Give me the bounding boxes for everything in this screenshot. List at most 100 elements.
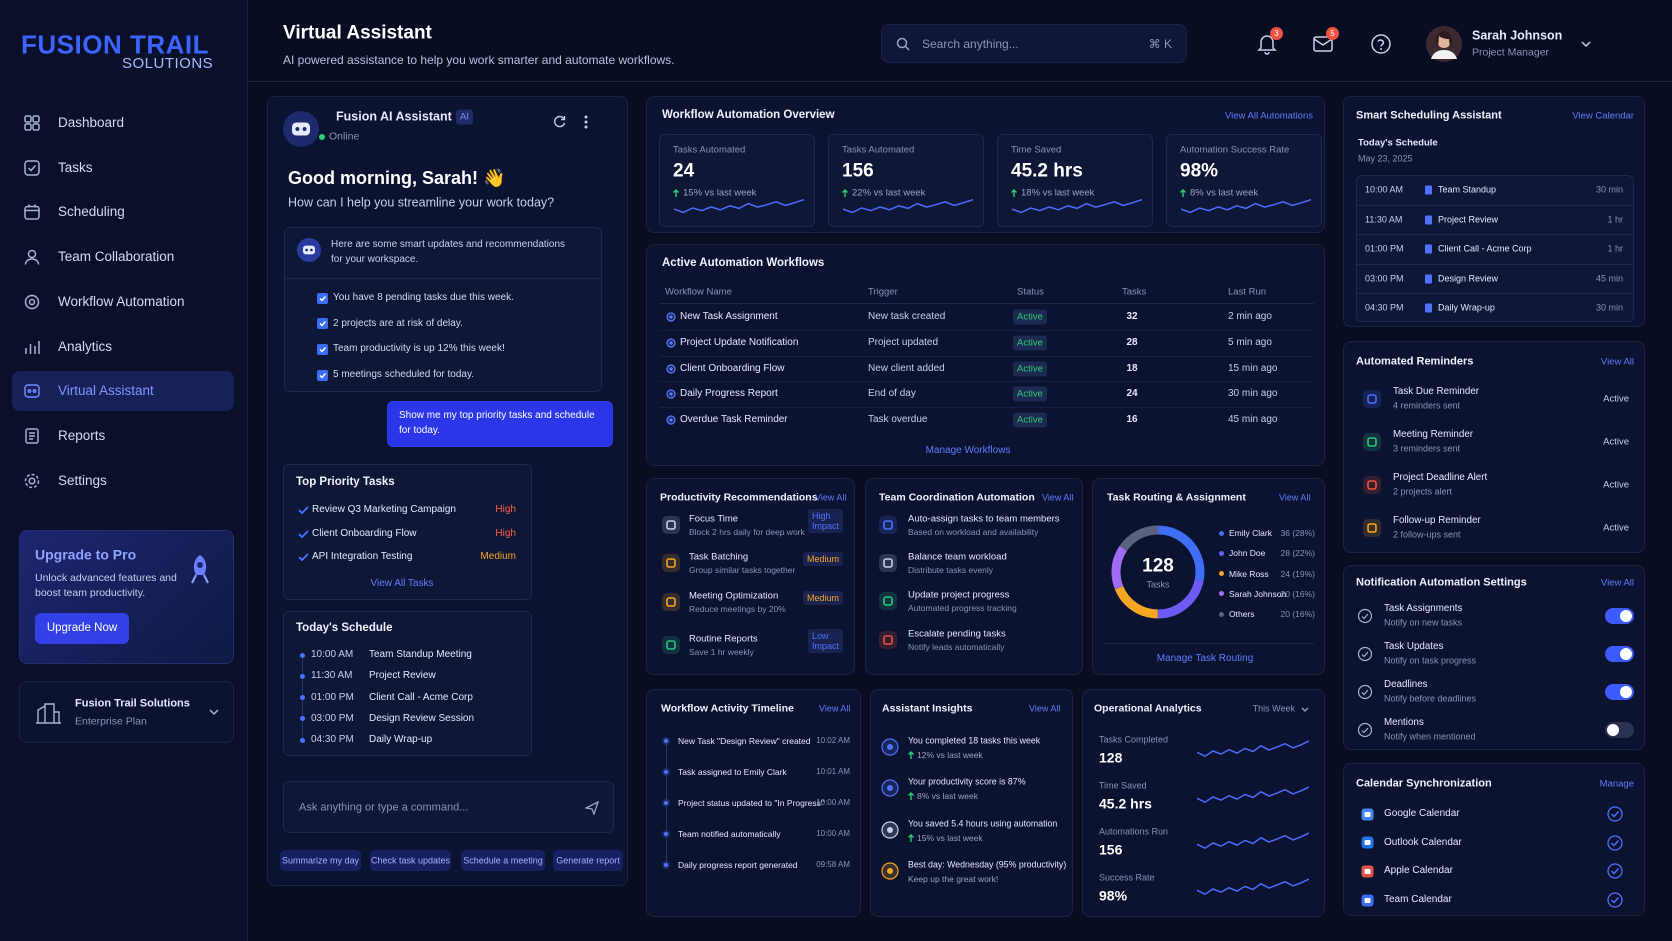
- card-link[interactable]: View All: [1279, 492, 1311, 503]
- send-button-wrap[interactable]: [585, 801, 599, 815]
- user-menu-wrap[interactable]: [1580, 38, 1592, 50]
- up-arrow-wrap: [1010, 188, 1018, 198]
- icon-part: [1361, 689, 1369, 696]
- icon-part: [319, 321, 326, 327]
- nav-item[interactable]: Dashboard: [12, 103, 234, 143]
- workflow-last-run: 15 min ago: [1228, 362, 1278, 374]
- card-link[interactable]: View All: [1600, 356, 1634, 368]
- period-select[interactable]: This Week: [1252, 703, 1295, 714]
- toggle[interactable]: [1605, 646, 1634, 662]
- impact-tag: Medium: [802, 591, 843, 605]
- quick-action[interactable]: Schedule a meeting: [461, 850, 545, 871]
- quick-action[interactable]: Summarize my day: [280, 850, 361, 871]
- sparkline-wrap: [1197, 876, 1309, 902]
- refresh-button-wrap[interactable]: [552, 114, 568, 130]
- check-mark: [297, 506, 309, 515]
- icon-part: [1581, 41, 1591, 48]
- quick-action-label: Generate report: [556, 855, 620, 866]
- reminder-status: Active: [1603, 393, 1629, 405]
- reminder-status: Active: [1603, 436, 1629, 448]
- chevron-wrap[interactable]: [208, 706, 220, 718]
- calendar-icon: [1361, 865, 1373, 878]
- chat-input[interactable]: Ask anything or type a command...: [283, 781, 614, 833]
- sparkline: [843, 198, 973, 214]
- nav-icon-wrap: [23, 472, 41, 490]
- donut-chart: [1111, 525, 1205, 619]
- nav-icon: [24, 249, 40, 265]
- priority-link[interactable]: View All Tasks: [370, 578, 434, 589]
- nav-icon: [24, 159, 40, 176]
- nav-item[interactable]: Analytics: [12, 327, 234, 367]
- icon-part: [674, 198, 804, 214]
- nav-item[interactable]: Reports: [12, 416, 234, 456]
- legend-value: 28 (22%): [1280, 548, 1316, 559]
- column-header: Status: [1017, 286, 1044, 298]
- card-link[interactable]: View All: [1042, 492, 1074, 503]
- priority-task: Client Onboarding Flow: [312, 527, 417, 539]
- card-title: Smart Scheduling Assistant: [1356, 109, 1502, 122]
- workflow-last-run: 2 min ago: [1228, 311, 1272, 322]
- kpi-label: Tasks Automated: [842, 144, 915, 156]
- upgrade-button[interactable]: Upgrade Now: [35, 613, 129, 644]
- icon-part: [1380, 48, 1382, 50]
- nav-item[interactable]: Scheduling: [12, 192, 234, 232]
- user-avatar-wrap[interactable]: [1426, 26, 1462, 62]
- icon-part: [887, 867, 893, 874]
- toggle[interactable]: [1605, 722, 1634, 738]
- metric-value: 98%: [1099, 887, 1128, 904]
- notifications-button-wrap[interactable]: [1256, 33, 1278, 55]
- timeline-time: 10:00 AM: [816, 829, 850, 839]
- card-link[interactable]: View Calendar: [1572, 110, 1634, 122]
- card-link[interactable]: View All: [819, 703, 851, 714]
- timeline-time: 10:00 AM: [816, 798, 850, 808]
- toggle[interactable]: [1605, 684, 1634, 700]
- help-button: [1371, 34, 1391, 54]
- workflow-tasks: 32: [1126, 311, 1138, 322]
- icon-part: [197, 562, 203, 568]
- icon-part: [1377, 39, 1385, 47]
- help-button-wrap[interactable]: [1370, 33, 1392, 55]
- nav-item[interactable]: Tasks: [12, 148, 234, 188]
- calendar-icon: [1361, 836, 1373, 849]
- sparkline: [1012, 198, 1142, 214]
- card-link[interactable]: View All Automations: [1224, 110, 1313, 122]
- coordination-icon-wrap: [878, 515, 898, 535]
- card-title: Workflow Automation Overview: [662, 109, 835, 122]
- row-divider: [659, 329, 1314, 331]
- messages-button-wrap[interactable]: [1312, 33, 1334, 55]
- icon-part: [1357, 722, 1373, 738]
- toggle[interactable]: [1605, 608, 1634, 624]
- icon-part: [32, 389, 37, 394]
- nav-icon-wrap: [23, 114, 41, 132]
- calendar-icon-wrap: [1361, 865, 1374, 878]
- icon-part: [1012, 198, 1142, 214]
- sparkline-wrap: [843, 197, 973, 219]
- more-button-wrap[interactable]: [584, 115, 588, 129]
- coordination-title: Auto-assign tasks to team members: [908, 513, 1060, 525]
- schedule-time: 11:30 AM: [1365, 214, 1403, 225]
- nav-item[interactable]: Workflow Automation: [12, 282, 234, 322]
- timeline-dot: [662, 830, 670, 838]
- card-link[interactable]: View All: [815, 492, 847, 503]
- icon-part: [1313, 36, 1333, 52]
- nav-item[interactable]: Virtual Assistant: [12, 371, 234, 412]
- quick-action[interactable]: Generate report: [553, 850, 623, 871]
- card-link[interactable]: Manage: [1599, 778, 1634, 790]
- card-link[interactable]: Manage Workflows: [925, 445, 1011, 456]
- card-link[interactable]: View All: [1029, 703, 1061, 714]
- workspace-card[interactable]: Fusion Trail Solutions Enterprise Plan: [19, 681, 234, 743]
- legend-name: John Doe: [1229, 548, 1266, 559]
- metric-label: Tasks Completed: [1099, 734, 1169, 745]
- icon-part: [666, 597, 676, 607]
- calendar-name: Google Calendar: [1384, 808, 1460, 819]
- icon-part: [319, 346, 326, 353]
- search-box[interactable]: Search anything... ⌘ K: [881, 24, 1187, 63]
- card-link[interactable]: View All: [1600, 577, 1634, 589]
- schedule-date: May 23, 2025: [1358, 153, 1413, 164]
- nav-item[interactable]: Team Collaboration: [12, 237, 234, 277]
- quick-action[interactable]: Check task updates: [370, 850, 451, 871]
- calendar-icon-wrap: [1361, 836, 1374, 849]
- card-link[interactable]: Manage Task Routing: [1156, 653, 1254, 664]
- schedule-event: Client Call - Acme Corp: [369, 691, 473, 703]
- nav-item[interactable]: Settings: [12, 461, 234, 501]
